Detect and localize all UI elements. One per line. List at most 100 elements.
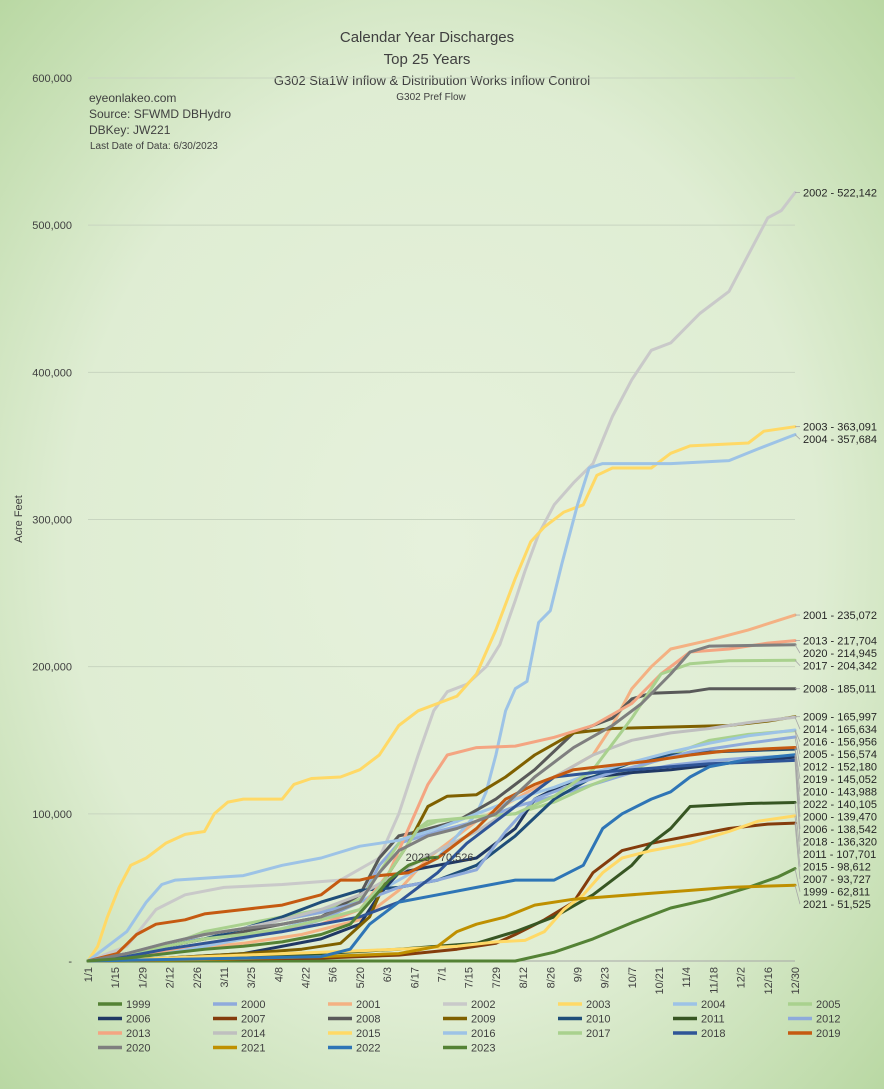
info-line-4: Last Date of Data: 6/30/2023: [90, 141, 218, 152]
end-label-2014: 2014 - 165,634: [803, 724, 877, 736]
series-line-2009: [86, 715, 797, 963]
end-label-2013: 2013 - 217,704: [803, 636, 877, 648]
legend-item-2000: 2000: [213, 999, 265, 1011]
legend-label: 2013: [126, 1028, 150, 1040]
x-tick-label: 7/15: [464, 967, 476, 988]
x-tick-label: 6/17: [409, 967, 421, 988]
end-label-leader: [794, 434, 801, 440]
legend-item-2017: 2017: [558, 1028, 610, 1040]
series-line-2021: [86, 883, 797, 963]
legend-item-2018: 2018: [673, 1028, 725, 1040]
series-line-2015: [86, 814, 797, 963]
end-label-leader: [794, 717, 801, 730]
x-tick-label: 5/6: [328, 967, 340, 982]
x-tick-label: 5/20: [355, 967, 367, 988]
legend-label: 2011: [701, 1014, 725, 1026]
end-label-2019: 2019 - 145,052: [803, 774, 877, 786]
end-label-2007: 2007 - 93,727: [803, 874, 871, 886]
x-tick-label: 8/26: [545, 967, 557, 988]
x-tick-label: 12/16: [763, 967, 775, 995]
end-label-2017: 2017 - 204,342: [803, 661, 877, 673]
legend-item-2012: 2012: [788, 1014, 840, 1026]
end-label-2016: 2016 - 156,956: [803, 737, 877, 749]
end-label-2012: 2012 - 152,180: [803, 762, 877, 774]
end-label-leader: [794, 729, 801, 742]
end-label-leader: [794, 760, 801, 842]
legend-item-2008: 2008: [328, 1014, 380, 1026]
legend-label: 2014: [241, 1028, 265, 1040]
gridlines: [88, 77, 795, 962]
legend-item-2015: 2015: [328, 1028, 380, 1040]
end-label-2004: 2004 - 357,684: [803, 434, 877, 446]
x-tick-label: 10/21: [654, 967, 666, 995]
x-tick-label: 1/1: [83, 967, 95, 982]
end-label-2008: 2008 - 185,011: [803, 684, 876, 696]
x-tick-label: 4/22: [301, 967, 313, 988]
end-label-leader: [794, 730, 801, 755]
end-label-leader: [794, 823, 801, 880]
series-line-2019: [86, 746, 797, 963]
y-tick-label: 500,000: [32, 220, 72, 232]
legend-item-2006: 2006: [98, 1014, 150, 1026]
legend-item-2022: 2022: [328, 1043, 380, 1055]
legend-item-2021: 2021: [213, 1043, 265, 1055]
end-label-2000: 2000 - 139,470: [803, 812, 877, 824]
series-line-2018: [86, 758, 797, 963]
legend-item-2003: 2003: [558, 999, 610, 1011]
legend-label: 2006: [126, 1014, 150, 1026]
x-tick-label: 4/8: [273, 967, 285, 982]
legend-label: 2017: [586, 1028, 610, 1040]
x-tick-label: 11/18: [708, 967, 720, 994]
end-label-2021: 2021 - 51,525: [803, 899, 871, 911]
end-label-leader: [794, 736, 801, 767]
legend-label: 2016: [471, 1028, 495, 1040]
chart-subtitle: Top 25 Years: [384, 51, 471, 68]
x-tick-label: 12/30: [790, 967, 802, 995]
x-tick-label: 11/4: [681, 967, 693, 988]
chart-subtitle-2: G302 Sta1W Inflow & Distribution Works I…: [274, 73, 590, 88]
x-tick-label: 3/25: [246, 967, 258, 988]
legend-item-2013: 2013: [98, 1028, 150, 1040]
chart-subtitle-3: G302 Pref Flow: [396, 92, 466, 103]
end-label-2022: 2022 - 140,105: [803, 799, 877, 811]
legend-label: 2015: [356, 1028, 380, 1040]
end-label-2018: 2018 - 136,320: [803, 837, 877, 849]
legend-label: 2018: [701, 1028, 725, 1040]
end-label-leader: [794, 749, 801, 792]
end-label-2015: 2015 - 98,612: [803, 862, 871, 874]
legend-item-2014: 2014: [213, 1028, 265, 1040]
legend-item-2023: 2023: [443, 1043, 495, 1055]
y-tick-label: 600,000: [32, 73, 72, 85]
end-label-leader: [794, 660, 801, 666]
y-axis-label: Acre Feet: [13, 495, 25, 543]
x-tick-label: 9/23: [600, 967, 612, 988]
end-label-2009: 2009 - 165,997: [803, 712, 877, 724]
legend-item-2009: 2009: [443, 1014, 495, 1026]
x-tick-label: 7/1: [437, 967, 449, 982]
end-label-2020: 2020 - 214,945: [803, 648, 877, 660]
legend-label: 2008: [356, 1014, 380, 1026]
legend-item-2020: 2020: [98, 1043, 150, 1055]
legend-label: 2019: [816, 1028, 840, 1040]
legend-label: 2012: [816, 1014, 840, 1026]
legend-item-2007: 2007: [213, 1014, 265, 1026]
end-label-2023: 2023 - 70,526: [406, 852, 474, 864]
series-line-2020: [86, 643, 797, 963]
legend-item-1999: 1999: [98, 999, 150, 1011]
end-label-leader: [794, 885, 801, 905]
end-label-2005: 2005 - 156,574: [803, 749, 877, 761]
legend-item-2016: 2016: [443, 1028, 495, 1040]
x-tick-labels: 1/1 1/15 1/29 2/12 2/26 3/11 3/25 4/8 4/22 5/6 5/2…: [83, 967, 802, 995]
legend-label: 2009: [471, 1014, 495, 1026]
legend-label: 2007: [241, 1014, 265, 1026]
x-tick-label: 2/26: [192, 967, 204, 988]
y-tick-label: 400,000: [32, 367, 72, 379]
end-label-leader: [794, 644, 801, 654]
info-line-3: DBKey: JW221: [89, 123, 171, 137]
end-label-leader: [794, 815, 801, 867]
legend-label: 2022: [356, 1043, 380, 1055]
x-tick-label: 3/11: [219, 967, 231, 988]
y-tick-label: 300,000: [32, 515, 72, 527]
